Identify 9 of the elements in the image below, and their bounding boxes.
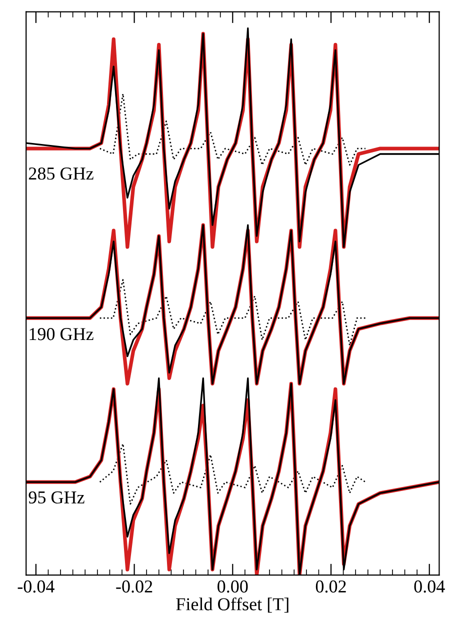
x-axis-title: Field Offset [T] xyxy=(176,597,288,613)
x-tick-label: -0.02 xyxy=(116,580,152,593)
annotation: 190 GHz xyxy=(30,328,94,340)
x-tick-label: 0.04 xyxy=(414,580,445,593)
annotation: 285 GHz xyxy=(28,168,94,180)
x-tick-label: 0.00 xyxy=(218,580,248,593)
x-tick-label: 0.02 xyxy=(316,580,346,593)
x-tick-label: -0.04 xyxy=(18,580,54,593)
annotation: 95 GHz xyxy=(28,491,84,504)
